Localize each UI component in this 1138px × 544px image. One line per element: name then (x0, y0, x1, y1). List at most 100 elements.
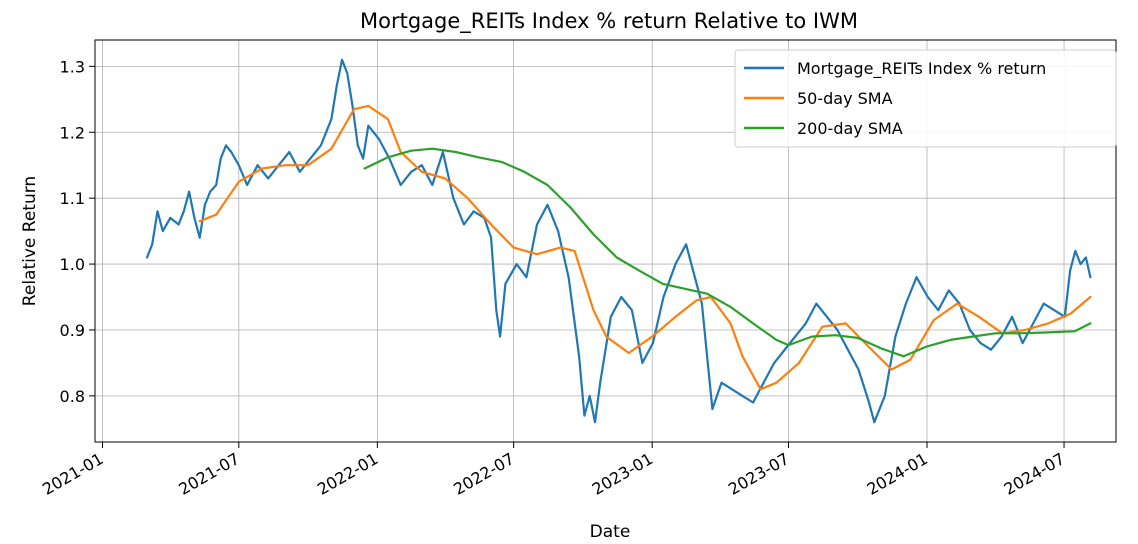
data-point (307, 164, 309, 167)
data-point (909, 358, 912, 361)
data-point (894, 335, 897, 338)
data-point (466, 197, 469, 200)
data-point (804, 322, 807, 325)
data-point (810, 335, 813, 338)
data-point (627, 352, 630, 354)
data-point (798, 362, 800, 364)
data-point (783, 348, 786, 351)
x-axis-label: Date (590, 522, 631, 542)
y-tick-label: 0.9 (60, 321, 85, 340)
x-tick-label: 2023-07 (725, 449, 792, 499)
data-point (472, 210, 475, 213)
data-point (463, 223, 465, 226)
data-point (1074, 250, 1077, 252)
data-point (320, 144, 322, 147)
data-point (410, 149, 413, 152)
data-point (706, 292, 708, 295)
data-point (387, 118, 389, 120)
data-point (932, 319, 935, 321)
data-point (1069, 269, 1071, 272)
data-point (367, 105, 370, 107)
data-point (706, 355, 708, 358)
data-point (1017, 332, 1019, 335)
data-point (979, 342, 982, 344)
data-point (787, 344, 790, 346)
data-point (902, 355, 905, 358)
data-point (609, 315, 612, 318)
legend-label: 50-day SMA (797, 89, 893, 108)
data-point (1047, 322, 1050, 325)
series-line (198, 104, 1092, 391)
data-point (193, 217, 196, 219)
data-point (638, 269, 641, 272)
data-point (225, 144, 227, 147)
data-point (500, 161, 503, 163)
data-point (215, 184, 218, 186)
data-point (198, 220, 201, 223)
data-point (752, 322, 754, 325)
data-point (209, 190, 212, 193)
data-point (815, 302, 818, 305)
data-point (685, 288, 687, 290)
data-point (256, 164, 259, 167)
data-point (759, 388, 762, 391)
data-point (567, 276, 570, 279)
data-point (641, 362, 644, 364)
data-point (836, 329, 839, 331)
y-axis-label: Relative Return (20, 176, 40, 306)
data-point (284, 164, 287, 167)
data-point (652, 342, 654, 344)
data-point (188, 190, 191, 193)
data-point (330, 118, 333, 120)
data-point (926, 296, 929, 298)
data-point (969, 329, 971, 331)
series-0 (145, 58, 1092, 424)
data-point (477, 156, 480, 159)
data-point (605, 335, 608, 338)
data-point (156, 210, 159, 213)
data-point (947, 289, 950, 292)
data-point (844, 322, 847, 325)
data-point (762, 381, 765, 384)
data-point (1042, 302, 1045, 305)
data-point (873, 421, 876, 424)
data-point (1021, 342, 1024, 344)
x-tick-label: 2024-01 (864, 449, 931, 499)
data-point (1079, 263, 1082, 265)
data-point (949, 339, 952, 341)
data-point (387, 156, 389, 159)
data-point (444, 177, 446, 180)
data-point (775, 339, 778, 341)
legend-label: Mortgage_REITs Index % return (797, 59, 1046, 79)
data-point (495, 309, 498, 312)
data-point (1085, 256, 1087, 259)
data-point (978, 315, 980, 318)
x-tick-label: 2023-01 (589, 449, 656, 499)
data-point (169, 217, 172, 219)
series-1 (198, 104, 1092, 391)
data-point (431, 184, 434, 186)
data-point (309, 157, 312, 160)
data-point (695, 299, 698, 302)
y-tick-label: 0.8 (60, 387, 85, 406)
data-point (499, 335, 501, 338)
data-point (890, 368, 893, 371)
data-point (994, 332, 997, 335)
data-point (857, 368, 860, 371)
data-point (420, 170, 423, 173)
legend-label: 200-day SMA (797, 119, 903, 138)
data-point (1000, 335, 1003, 338)
data-point (557, 230, 559, 233)
data-point (905, 302, 907, 305)
data-point (353, 108, 355, 111)
data-point (588, 395, 591, 397)
data-point (410, 170, 413, 173)
legend: Mortgage_REITs Index % return 50-day SMA 2… (734, 49, 1117, 148)
data-point (490, 223, 492, 226)
data-point (356, 144, 359, 147)
data-point (1053, 309, 1056, 312)
data-point (867, 345, 870, 348)
data-point (729, 306, 732, 308)
data-point (674, 263, 677, 265)
